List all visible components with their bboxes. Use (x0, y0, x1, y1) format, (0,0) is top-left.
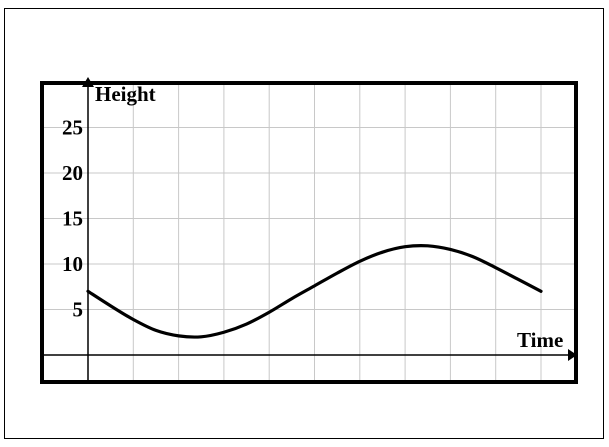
y-tick-labels: 5 10 15 20 25 (62, 116, 83, 322)
series-line (86, 244, 543, 339)
x-axis-arrow (568, 349, 577, 361)
y-axis-arrow (82, 77, 94, 87)
grid (42, 83, 576, 382)
y-tick-label: 15 (62, 207, 83, 231)
y-axis-label: Height (95, 82, 156, 106)
series-layer (86, 244, 543, 339)
outer-frame (4, 8, 604, 439)
y-tick-label: 5 (73, 298, 84, 322)
axes (42, 77, 577, 382)
y-tick-label: 25 (62, 116, 83, 140)
x-axis-label: Time (517, 328, 563, 352)
plot-frame (40, 81, 578, 384)
y-tick-label: 20 (62, 161, 83, 185)
y-tick-label: 10 (62, 252, 83, 276)
